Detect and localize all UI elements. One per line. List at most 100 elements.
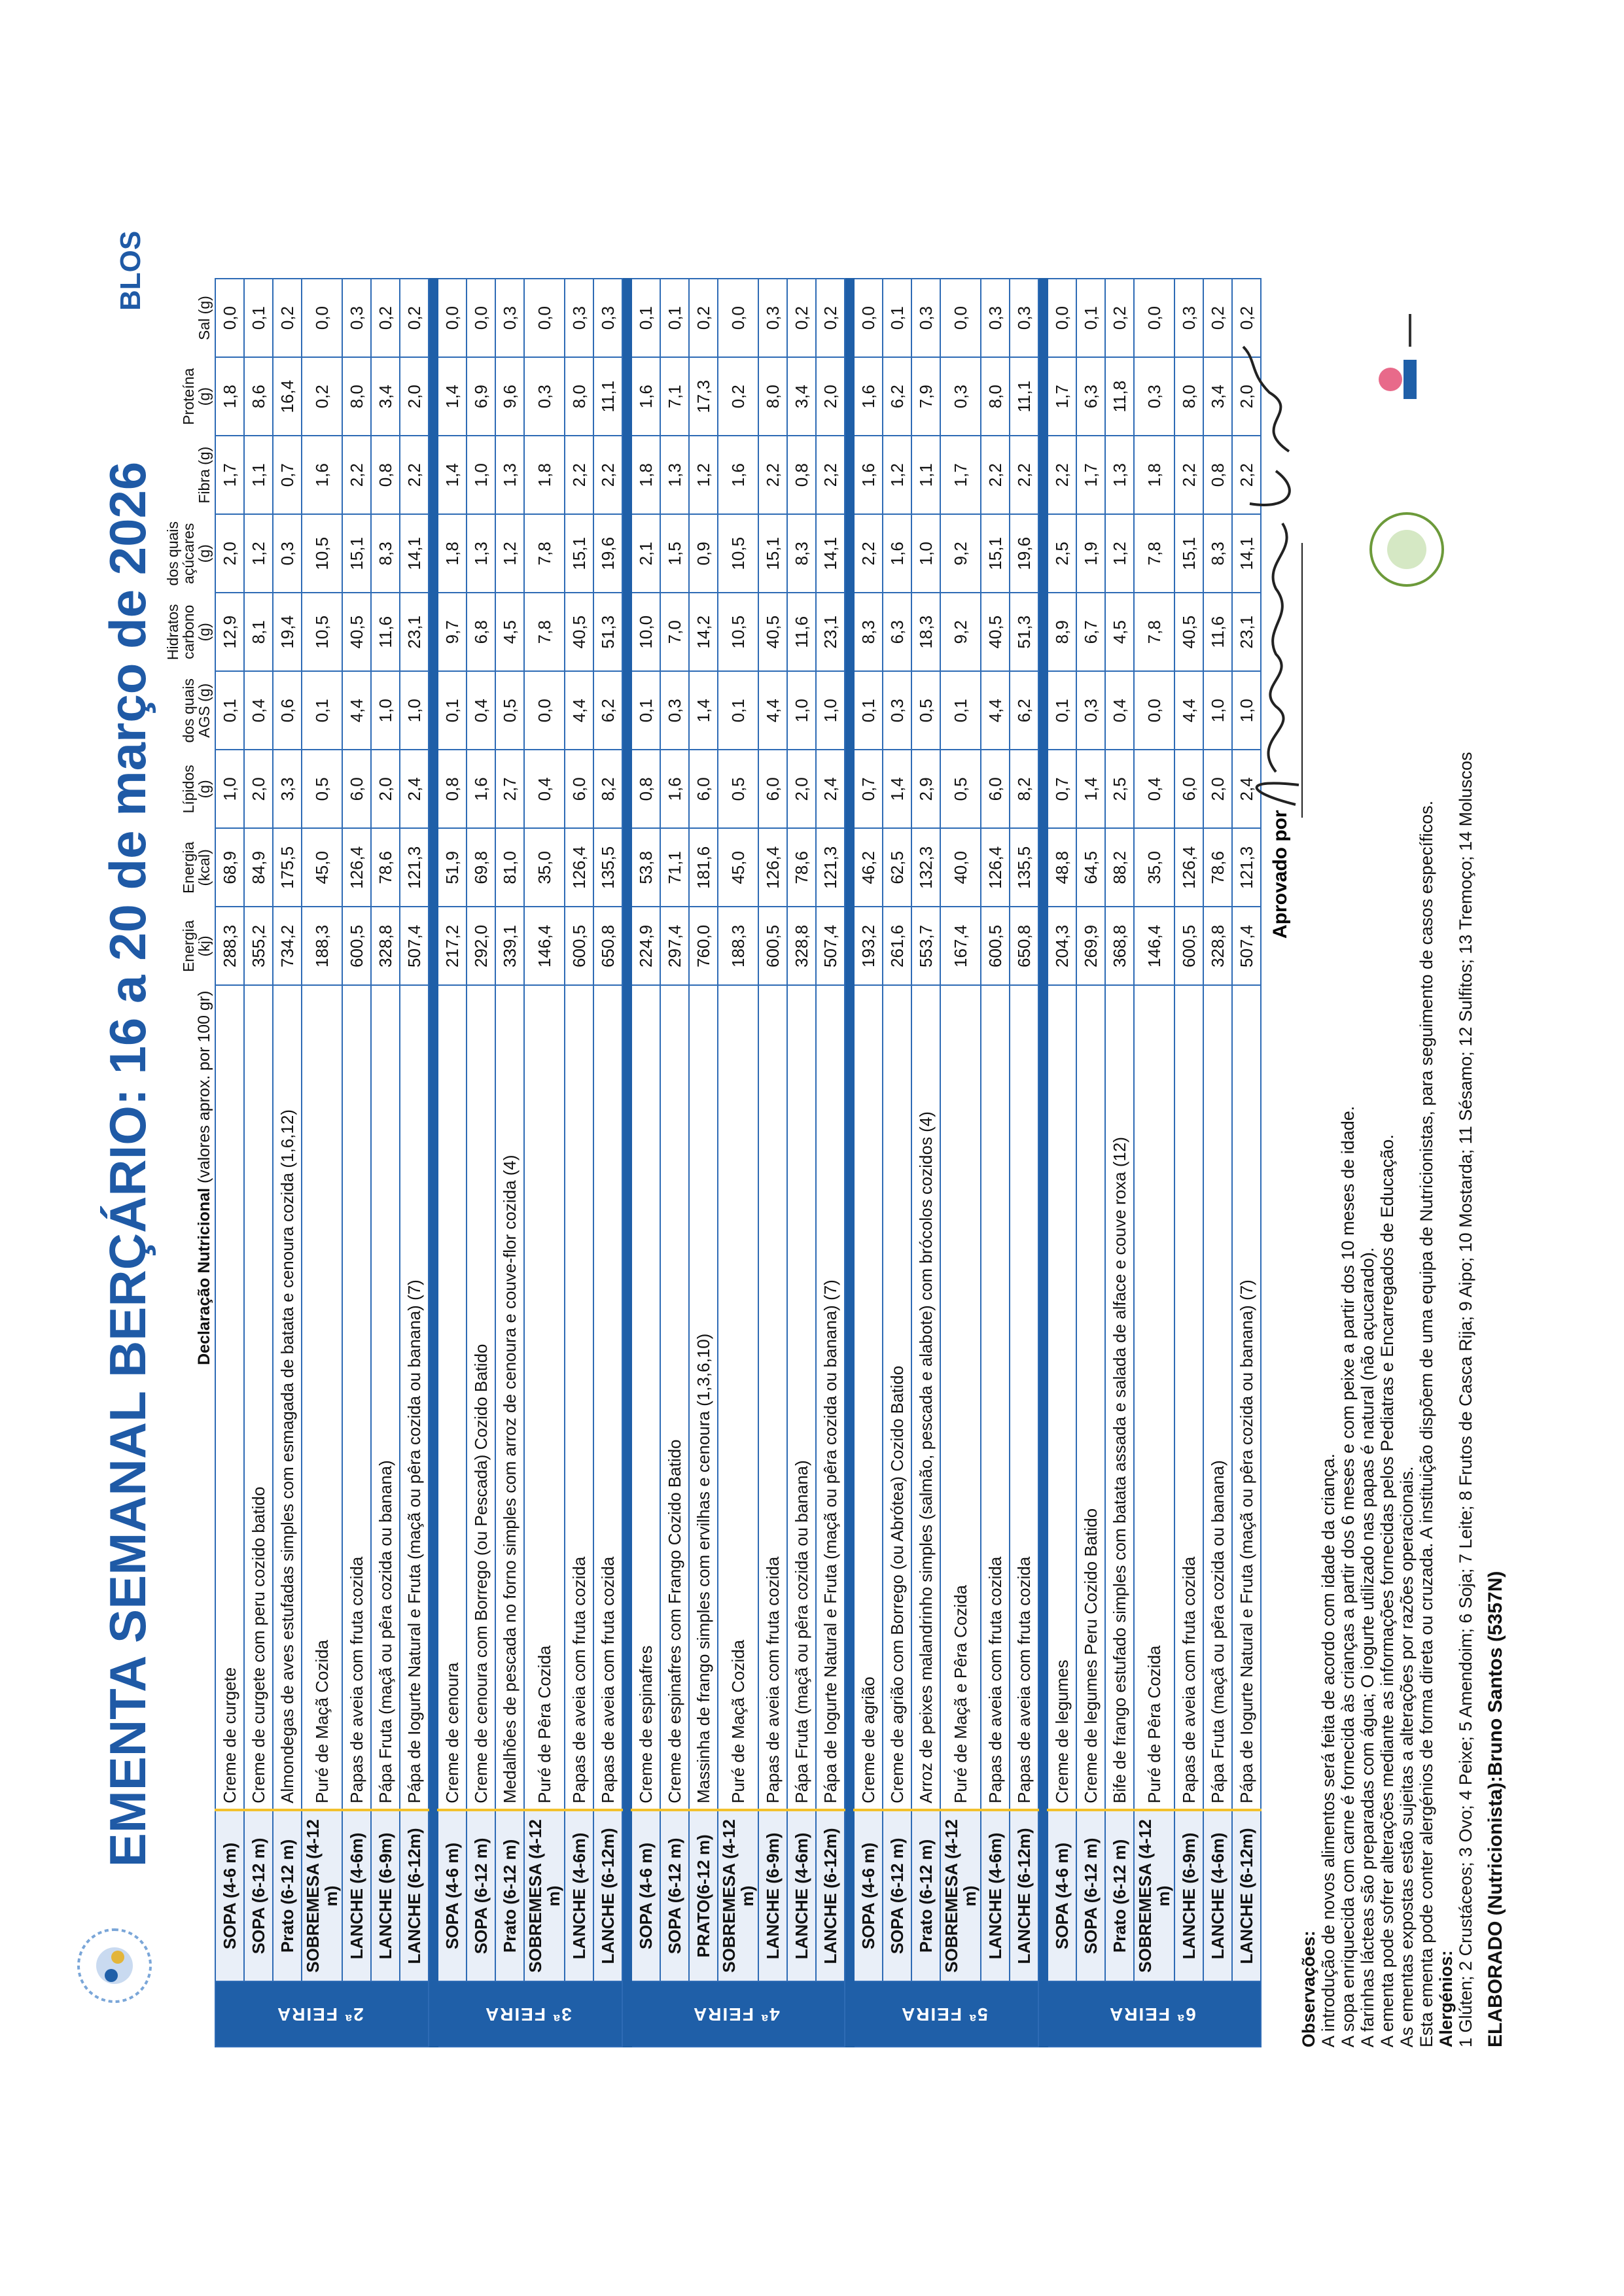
dish: Pápa Fruta (maçã ou pêra cozida ou banan… [787,985,816,1810]
nutrient-value: 1,6 [883,514,911,593]
nutrient-value: 2,0 [215,514,244,593]
nutrient-value: 10,5 [718,593,758,672]
nutrient-value: 2,2 [981,436,1010,515]
nutrient-value: 126,4 [342,828,371,907]
nutrient-value: 167,4 [940,907,981,986]
nutrient-value: 51,3 [1010,593,1038,672]
dish: Creme de cenoura com Borrego (ou Pescada… [467,985,495,1810]
nutrient-value: 15,1 [342,514,371,593]
nutrient-value: 1,6 [854,436,883,515]
dish: Papas de aveia com fruta cozida [593,985,622,1810]
nutrient-value: 8,9 [1048,593,1076,672]
nutrient-value: 217,2 [438,907,467,986]
nutrient-value: 2,1 [631,514,660,593]
nutrient-value: 0,7 [854,750,883,829]
menu-row: 6ª FEIRA SOPA (4-6 m) Creme de legumes 204,… [1048,279,1261,2047]
nutrient-value: 19,4 [273,593,302,672]
nutrient-value: 2,0 [816,357,845,436]
nutrient-value: 8,3 [371,514,400,593]
nutrient-value: 1,6 [467,750,495,829]
nutrient-value: 1,8 [1134,436,1174,515]
nutrient-value: 2,2 [565,436,593,515]
nutrient-value: 0,3 [660,671,689,750]
nutrient-value: 2,2 [593,436,622,515]
nutrient-value: 14,1 [400,514,429,593]
nutrient-value: 328,8 [1203,907,1232,986]
nutrient-value: 15,1 [981,514,1010,593]
nutrient-value: 6,0 [342,750,371,829]
meal-type: SOBREMESA (4-12 m) [302,1809,342,1981]
nutrient-value: 0,2 [371,279,400,358]
nutrient-value: 0,8 [631,750,660,829]
nutrient-value: 600,5 [981,907,1010,986]
meal-type: SOPA (4-6 m) [631,1809,660,1981]
nutrient-value: 78,6 [371,828,400,907]
nutrient-value: 135,5 [593,828,622,907]
nutrient-value: 9,2 [940,514,981,593]
dish: Papas de aveia com fruta cozida [981,985,1010,1810]
nutrient-value: 0,6 [273,671,302,750]
nutrient-value: 9,7 [438,593,467,672]
nutrient-value: 0,8 [438,750,467,829]
logo-left [77,1928,152,2003]
column-header: Fibra (g) [164,436,215,515]
nutrient-value: 0,5 [940,750,981,829]
nutrient-value: 0,3 [758,279,787,358]
nutrient-value: 0,2 [1105,279,1134,358]
meal-type: LANCHE (6-9m) [371,1809,400,1981]
nutrient-value: 1,9 [1076,514,1105,593]
meal-type: SOPA (6-12 m) [244,1809,273,1981]
nutrient-value: 0,8 [787,436,816,515]
nutrient-value: 10,5 [718,514,758,593]
nutrient-value: 8,0 [565,357,593,436]
nutrient-value: 0,0 [524,671,565,750]
dish: Almondegas de aves estufadas simples com… [273,985,302,1810]
nutrient-value: 1,4 [438,436,467,515]
nutrient-value: 12,9 [215,593,244,672]
menu-row: LANCHE (4-6m) Pápa Fruta (maçã ou pêra co… [1203,279,1232,2047]
dish: Puré de Pêra Cozida [524,985,565,1810]
observation-line: Esta ementa pode conter alergénios de fo… [1417,800,1436,2047]
meal-type: SOPA (6-12 m) [1076,1809,1105,1981]
nutrient-value: 1,2 [1105,514,1134,593]
nutrient-value: 14,1 [816,514,845,593]
nutrient-value: 3,4 [1203,357,1232,436]
nutrient-value: 0,4 [244,671,273,750]
meal-type: SOPA (4-6 m) [438,1809,467,1981]
nutrient-value: 1,6 [718,436,758,515]
nutrient-value: 0,2 [718,357,758,436]
nutrient-value: 0,1 [631,279,660,358]
nutrient-value: 0,1 [302,671,342,750]
column-header: Hidratos carbono (g) [164,593,215,672]
nutrient-value: 40,5 [342,593,371,672]
day-cell: 6ª FEIRA [1048,1981,1261,2047]
nutrient-value: 760,0 [689,907,718,986]
nutrient-value: 0,2 [689,279,718,358]
nutrient-value: 0,3 [1134,357,1174,436]
menu-row: LANCHE (4-6m) Papas de aveia com fruta co… [981,279,1010,2047]
nutrient-value: 23,1 [400,593,429,672]
nutrient-value: 297,4 [660,907,689,986]
nutrient-value: 7,8 [1134,593,1174,672]
column-header: Proteína (g) [164,357,215,436]
nutrient-value: 71,1 [660,828,689,907]
observation-line: As ementas expostas estão sujeitas a alt… [1397,1466,1417,2048]
dish: Creme de espinafres com Frango Cozido Ba… [660,985,689,1810]
nutrient-value: 7,0 [660,593,689,672]
nutrient-value: 88,2 [1105,828,1134,907]
nutrient-value: 368,8 [1105,907,1134,986]
nutrient-value: 11,6 [787,593,816,672]
nutrient-value: 2,2 [400,436,429,515]
dish: Papas de aveia com fruta cozida [758,985,787,1810]
nutrient-value: 0,5 [302,750,342,829]
dish: Pápa Fruta (maçã ou pêra cozida ou banan… [371,985,400,1810]
nutrient-value: 0,0 [524,279,565,358]
meal-type: SOPA (4-6 m) [1048,1809,1076,1981]
nutrient-value: 3,3 [273,750,302,829]
header-row: Declaração Nutricional (valores aprox. p… [164,279,215,2047]
meal-type: SOPA (4-6 m) [854,1809,883,1981]
meal-type: SOBREMESA (4-12 m) [1134,1809,1174,1981]
nutrient-value: 1,6 [854,357,883,436]
menu-row: SOBREMESA (4-12 m) Puré de Maçã Cozida 188… [718,279,758,2047]
nutrient-value: 1,8 [438,514,467,593]
